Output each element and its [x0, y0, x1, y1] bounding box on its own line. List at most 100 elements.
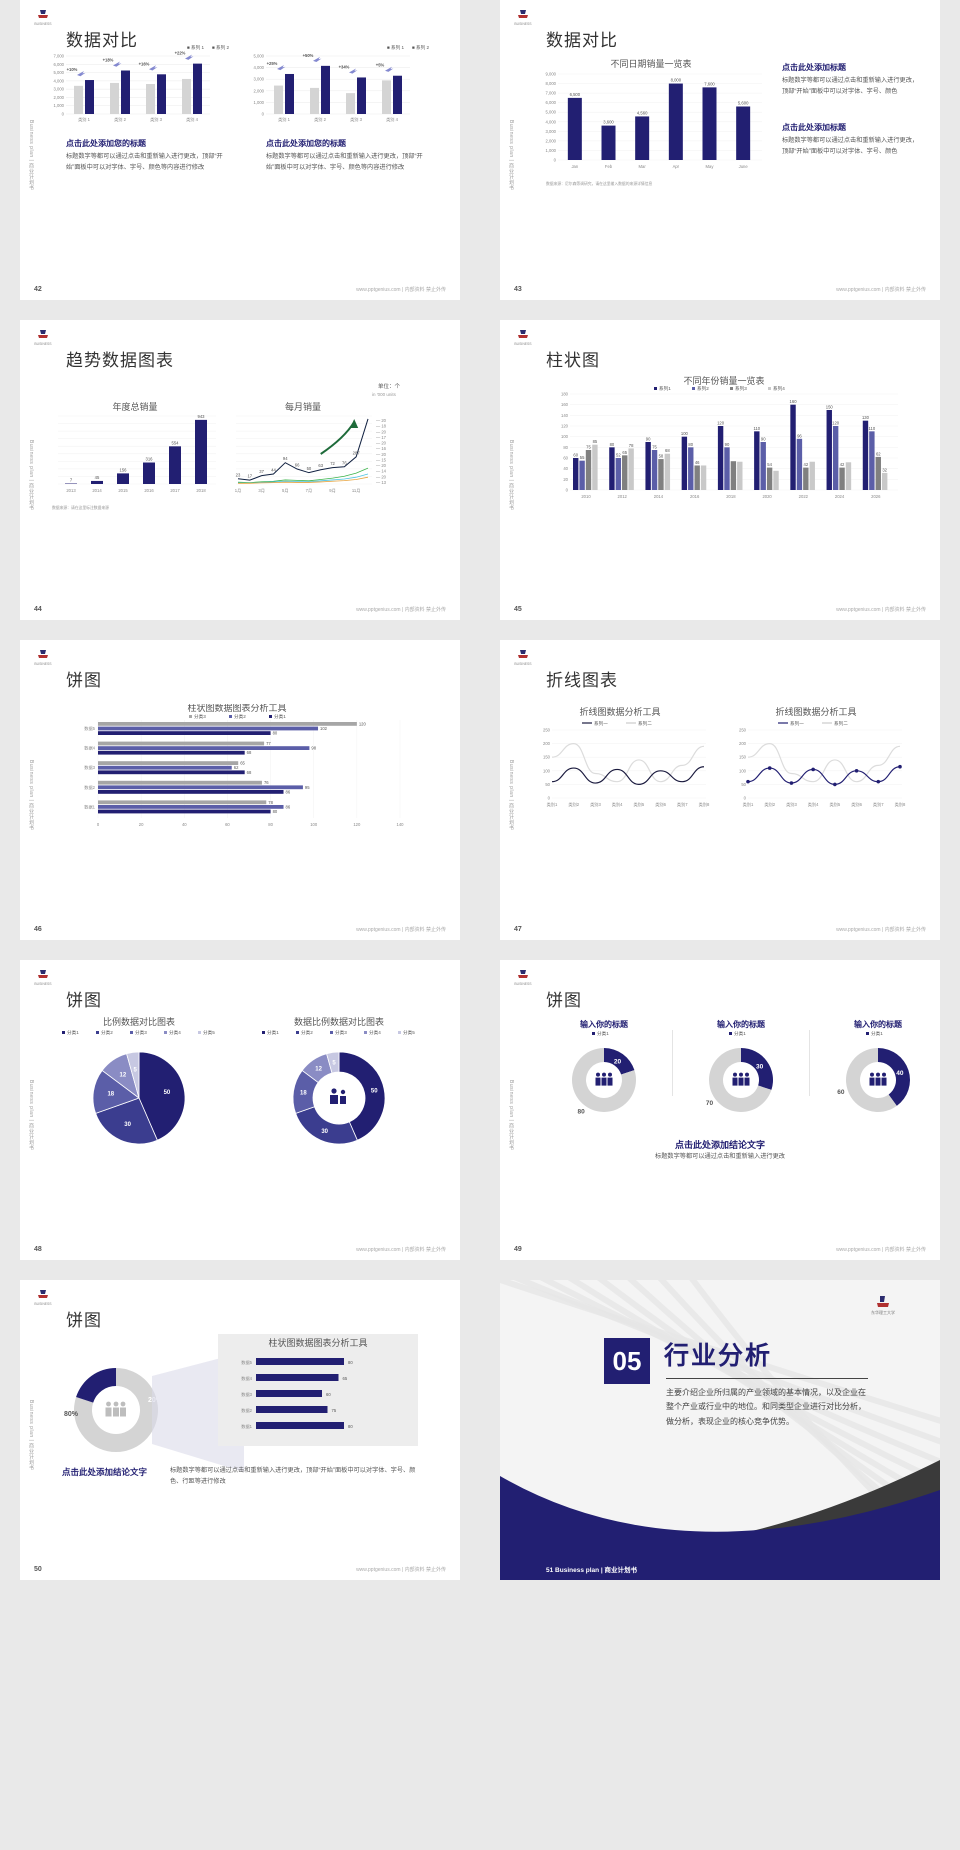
svg-text:2,000: 2,000	[546, 138, 557, 143]
slice-label: 5	[133, 1068, 137, 1074]
svg-text:2020: 2020	[762, 494, 772, 499]
bar-value-label: 80	[688, 442, 693, 447]
svg-text:120: 120	[353, 822, 361, 827]
brand-logo-icon: BUSINESS	[34, 10, 52, 26]
svg-text:0: 0	[548, 796, 551, 801]
slice-label: 50	[371, 1089, 378, 1095]
bar	[98, 770, 245, 775]
bar	[98, 805, 284, 809]
svg-text:BUSINESS: BUSINESS	[34, 1302, 52, 1306]
growth-annotation: +34%	[339, 64, 350, 69]
bar-value-label: 78	[629, 443, 634, 448]
bar	[285, 73, 294, 114]
growth-annotation: +25%	[267, 61, 278, 66]
svg-text:40: 40	[563, 466, 568, 471]
slice-label: 30	[756, 1063, 764, 1070]
svg-text:250: 250	[739, 728, 747, 733]
svg-text:2018: 2018	[726, 494, 736, 499]
bar	[622, 455, 628, 490]
trend-arrow-icon	[320, 421, 356, 455]
bar-value-label: 316	[146, 457, 154, 462]
bar	[98, 746, 310, 750]
bar	[157, 74, 166, 114]
people-icon	[732, 1072, 750, 1086]
section-body: 主要介绍企业所归属的产业领域的基本情况，以及企业在整个产业或行业中的地位。和同类…	[666, 1388, 866, 1426]
bar-value-label: 62	[876, 451, 881, 456]
bar	[98, 765, 232, 770]
legend-label: ■ 系列 2	[412, 44, 430, 51]
bar	[256, 1358, 344, 1365]
svg-text:Mar: Mar	[639, 164, 647, 169]
legend-label: 系列一	[790, 720, 804, 727]
slice-label: 18	[107, 1092, 114, 1098]
svg-text:数据2: 数据2	[241, 1407, 252, 1414]
bar-value-label: 68	[247, 770, 252, 775]
svg-text:类别3: 类别3	[786, 801, 797, 808]
brand-logo-icon: 东华理工大学	[871, 1296, 895, 1315]
donut-item: 输入你的标题 分类1 20 80	[544, 1018, 664, 1126]
svg-text:数据2: 数据2	[84, 784, 95, 791]
legend-label: 分类1	[871, 1030, 883, 1037]
svg-text:— 18: — 18	[376, 424, 387, 429]
svg-text:BUSINESS: BUSINESS	[514, 342, 532, 346]
svg-text:2017: 2017	[170, 488, 180, 493]
heading-1: 点击此处添加标题	[782, 63, 846, 72]
bar	[658, 459, 664, 490]
svg-text:类别4: 类别4	[808, 801, 819, 808]
donut-row: 输入你的标题 分类1 20 80 输入你的标题 分类1 30 70 输入你的标题 分类1 40…	[544, 1018, 938, 1126]
bar-value-label: 80	[273, 731, 278, 736]
legend-label: 系列1	[659, 385, 671, 392]
pie-slice	[126, 1051, 140, 1099]
svg-text:数据1: 数据1	[84, 803, 95, 810]
bar-value-label: 85	[593, 439, 598, 444]
bar	[74, 85, 83, 114]
unit-label: 单位：个	[378, 384, 401, 390]
bar-value-label: 55	[580, 455, 585, 460]
growth-annotation: +5%	[376, 63, 385, 68]
bar	[256, 1374, 339, 1381]
bar	[98, 809, 271, 814]
footer-url: www.pptgenius.com | 内部资料 禁止外传	[356, 1246, 446, 1253]
bar	[760, 442, 766, 490]
slide-column-chart: BUSINESS 柱状图 不同年份销量一览表 系列1 系列2 系列3 系列4 0 20 4…	[500, 320, 940, 620]
svg-text:类别 2: 类别 2	[114, 116, 127, 123]
bar	[256, 1422, 344, 1429]
slice-label: 30	[321, 1129, 328, 1135]
legend-label: 系列二	[834, 720, 848, 727]
svg-text:150: 150	[543, 755, 551, 760]
bar	[91, 480, 103, 484]
svg-text:5,000: 5,000	[546, 110, 557, 115]
svg-text:2026: 2026	[871, 494, 881, 499]
slide-footer: 49 www.pptgenius.com | 内部资料 禁止外传	[500, 1238, 940, 1260]
svg-text:Jan: Jan	[571, 164, 578, 169]
slice-label: 5	[332, 1060, 336, 1066]
growth-annotation: +10%	[67, 67, 78, 72]
bar	[110, 82, 119, 114]
bar	[881, 472, 888, 490]
legend-label: ■ 系列 1	[187, 44, 205, 51]
bar	[736, 106, 751, 160]
slice-label: 12	[315, 1066, 322, 1072]
svg-text:2016: 2016	[144, 488, 154, 493]
slice-label: 50	[164, 1090, 171, 1096]
slide-footer: 42 www.pptgenius.com | 内部资料 禁止外传	[20, 278, 460, 300]
bar	[700, 465, 707, 490]
side-label: Business plan | 商业计划书	[508, 120, 514, 191]
bar-value-label: 7,600	[704, 81, 715, 86]
bar	[717, 426, 724, 490]
legend-label: 分类1	[274, 713, 286, 720]
legend-label: 分类3	[135, 1029, 147, 1036]
data-point	[898, 764, 902, 769]
donut-slice	[76, 1368, 116, 1403]
footer-url: www.pptgenius.com | 内部资料 禁止外传	[836, 926, 926, 933]
bar-value-label: 75	[652, 445, 657, 450]
svg-text:2012: 2012	[618, 494, 628, 499]
point-label: 72	[330, 461, 335, 466]
svg-text:3,000: 3,000	[546, 129, 557, 134]
svg-text:— 20: — 20	[376, 463, 387, 468]
chart-title: 年度总销量	[112, 402, 157, 412]
bar-value-label: 80	[348, 1360, 353, 1365]
page-number: 46	[34, 925, 42, 933]
slice-label: 70	[706, 1100, 714, 1107]
svg-text:1,000: 1,000	[254, 100, 265, 105]
